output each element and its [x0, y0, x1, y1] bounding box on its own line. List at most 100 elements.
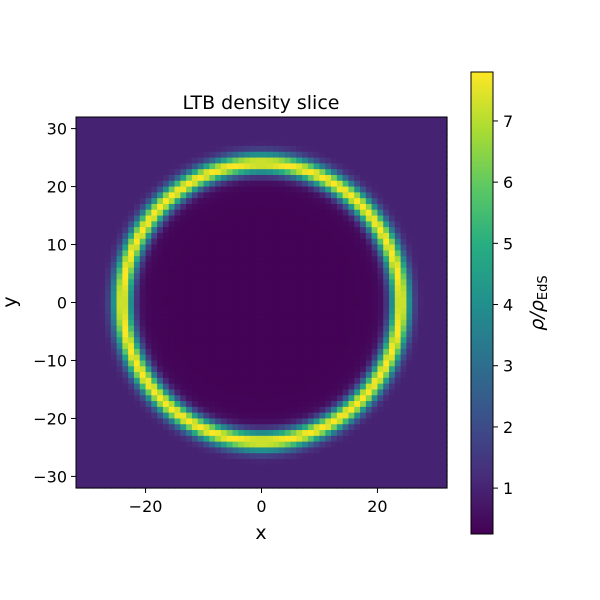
heatmap-cell [319, 157, 326, 164]
heatmap-cell [412, 395, 419, 402]
heatmap-cell [278, 302, 286, 309]
heatmap-cell [209, 319, 216, 327]
heatmap-cell [93, 435, 100, 443]
heatmap-cell [290, 314, 297, 321]
heatmap-cell [296, 470, 303, 478]
heatmap-cell [342, 267, 350, 275]
heatmap-cell [371, 360, 379, 367]
heatmap-cell [174, 372, 181, 379]
heatmap-cell [99, 430, 106, 437]
heatmap-cell [220, 186, 228, 193]
heatmap-cell [360, 406, 367, 414]
heatmap-cell [365, 453, 373, 460]
heatmap-cell [394, 128, 402, 135]
heatmap-cell [441, 192, 448, 199]
heatmap-cell [307, 209, 315, 217]
heatmap-cell [261, 163, 268, 170]
heatmap-cell [249, 232, 257, 240]
heatmap-cell [232, 343, 239, 350]
heatmap-cell [302, 117, 309, 124]
heatmap-cell [389, 174, 396, 182]
heatmap-cell [319, 482, 326, 489]
heatmap-cell [331, 360, 338, 367]
heatmap-cell [313, 430, 321, 437]
heatmap-cell [441, 273, 448, 280]
heatmap-cell [389, 464, 396, 472]
heatmap-cell [383, 389, 390, 396]
heatmap-cell [186, 366, 193, 373]
heatmap-cell [249, 227, 257, 234]
heatmap-cell [360, 117, 367, 124]
heatmap-cell [319, 296, 326, 304]
heatmap-cell [371, 459, 379, 466]
heatmap-cell [406, 389, 413, 396]
heatmap-cell [354, 174, 361, 182]
heatmap-cell [81, 377, 89, 385]
heatmap-cell [110, 151, 118, 159]
heatmap-cell [406, 401, 413, 408]
heatmap-cell [128, 180, 135, 188]
heatmap-cell [307, 470, 315, 478]
heatmap-cell [128, 453, 135, 460]
heatmap-cell [122, 157, 129, 164]
heatmap-cell [336, 117, 344, 124]
heatmap-cell [180, 395, 187, 402]
heatmap-cell [215, 430, 222, 437]
heatmap-cell [348, 325, 355, 333]
heatmap-cell [197, 209, 205, 217]
heatmap-cell [145, 122, 152, 130]
heatmap-cell [162, 215, 170, 222]
heatmap-cell [244, 285, 251, 292]
heatmap-cell [209, 343, 216, 350]
heatmap-cell [331, 314, 338, 321]
heatmap-cell [336, 308, 344, 315]
heatmap-cell [383, 464, 390, 472]
heatmap-cell [348, 290, 355, 298]
heatmap-cell [389, 261, 396, 269]
heatmap-cell [302, 319, 309, 327]
heatmap-cell [267, 383, 274, 391]
heatmap-cell [389, 459, 396, 466]
heatmap-cell [76, 238, 83, 246]
heatmap-cell [429, 244, 437, 251]
heatmap-cell [122, 377, 129, 385]
heatmap-cell [162, 308, 170, 315]
heatmap-cell [110, 476, 118, 483]
heatmap-cell [244, 430, 251, 437]
heatmap-cell [104, 290, 112, 298]
heatmap-cell [110, 198, 118, 205]
heatmap-cell [284, 169, 292, 176]
heatmap-cell [267, 453, 274, 460]
heatmap-cell [255, 412, 263, 420]
heatmap-cell [383, 192, 390, 199]
heatmap-cell [186, 279, 193, 286]
heatmap-cell [429, 337, 437, 344]
heatmap-cell [307, 447, 315, 454]
heatmap-cell [249, 250, 257, 257]
heatmap-cell [412, 273, 419, 280]
heatmap-cell [365, 319, 373, 327]
heatmap-cell [360, 401, 367, 408]
heatmap-cell [255, 354, 263, 362]
heatmap-cell [273, 261, 280, 269]
heatmap-cell [238, 192, 245, 199]
heatmap-cell [394, 360, 402, 367]
heatmap-cell [429, 134, 437, 141]
heatmap-cell [261, 227, 268, 234]
heatmap-cell [232, 453, 239, 460]
heatmap-cell [441, 325, 448, 333]
heatmap-cell [441, 203, 448, 211]
heatmap-cell [220, 406, 228, 414]
heatmap-cell [307, 273, 315, 280]
heatmap-cell [325, 464, 332, 472]
heatmap-cell [389, 122, 396, 130]
heatmap-cell [389, 215, 396, 222]
heatmap-cell [290, 372, 297, 379]
heatmap-cell [93, 250, 100, 257]
heatmap-cell [302, 267, 309, 275]
heatmap-cell [197, 145, 205, 153]
heatmap-cell [157, 372, 164, 379]
heatmap-cell [249, 377, 257, 385]
heatmap-cell [336, 134, 344, 141]
heatmap-cell [290, 389, 297, 396]
